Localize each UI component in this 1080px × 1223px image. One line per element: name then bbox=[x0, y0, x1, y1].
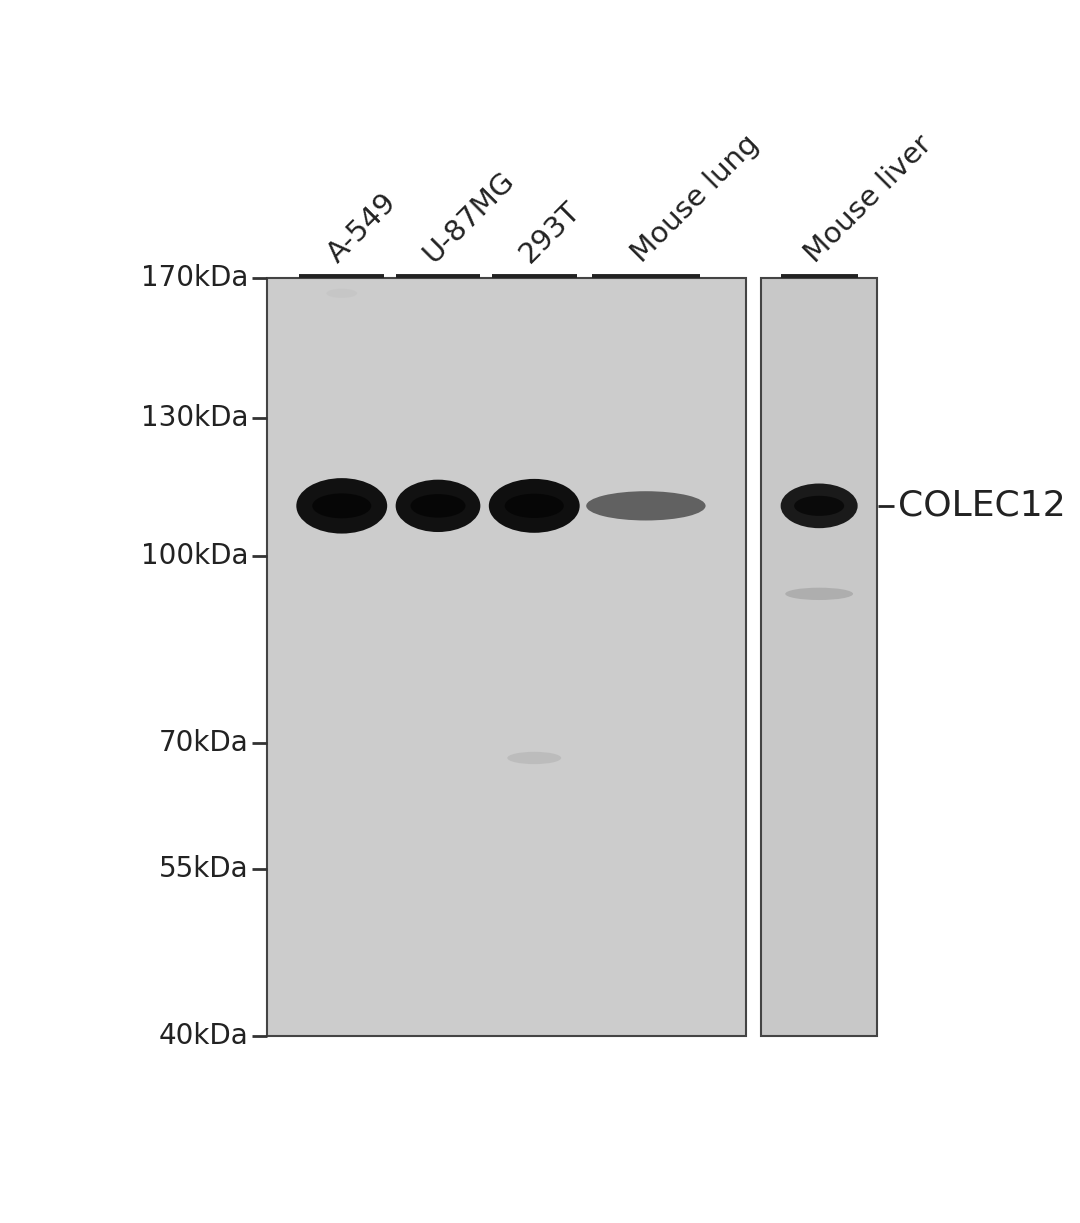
Text: A-549: A-549 bbox=[322, 188, 402, 268]
Text: 293T: 293T bbox=[514, 197, 586, 268]
Ellipse shape bbox=[312, 493, 372, 519]
Ellipse shape bbox=[586, 492, 705, 521]
Text: 55kDa: 55kDa bbox=[159, 855, 248, 883]
Ellipse shape bbox=[326, 289, 357, 298]
Ellipse shape bbox=[489, 479, 580, 533]
Ellipse shape bbox=[508, 752, 562, 764]
Ellipse shape bbox=[781, 483, 858, 528]
Ellipse shape bbox=[296, 478, 388, 533]
Text: 70kDa: 70kDa bbox=[159, 729, 248, 757]
Ellipse shape bbox=[410, 494, 465, 517]
Text: 100kDa: 100kDa bbox=[141, 542, 248, 570]
Ellipse shape bbox=[395, 479, 481, 532]
Text: Mouse lung: Mouse lung bbox=[626, 130, 765, 268]
Ellipse shape bbox=[504, 494, 564, 519]
Bar bbox=[761, 278, 877, 1036]
Text: 40kDa: 40kDa bbox=[159, 1022, 248, 1051]
Bar bbox=[267, 278, 746, 1036]
Text: COLEC12: COLEC12 bbox=[899, 489, 1066, 523]
Ellipse shape bbox=[785, 588, 853, 600]
Text: Mouse liver: Mouse liver bbox=[799, 131, 937, 268]
Text: 170kDa: 170kDa bbox=[141, 264, 248, 291]
Ellipse shape bbox=[794, 495, 845, 516]
Text: 130kDa: 130kDa bbox=[141, 405, 248, 432]
Text: U-87MG: U-87MG bbox=[418, 166, 521, 268]
